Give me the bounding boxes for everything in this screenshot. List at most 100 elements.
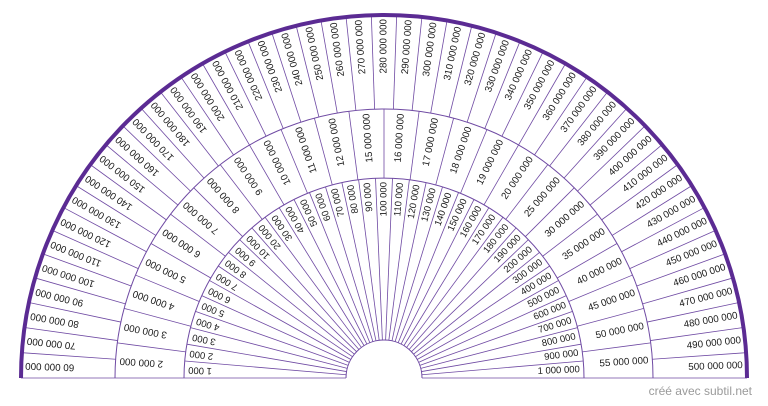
dial-sectors	[21, 15, 747, 378]
outer-ring-label: 270 000 000	[354, 19, 369, 75]
dial-spoke-line	[160, 91, 219, 167]
outer-ring-label: 60 000 000	[24, 360, 74, 373]
outer-ring-label: 290 000 000	[400, 19, 415, 75]
dial-spoke-line	[568, 274, 633, 302]
dial-spoke-line	[239, 239, 357, 352]
dial-spoke-line	[460, 129, 488, 194]
dial-spoke-line	[435, 118, 455, 185]
inner-ring-label: 100 000	[379, 182, 390, 216]
dial-spoke-line	[408, 227, 517, 350]
dial-spoke-line	[249, 144, 285, 205]
dial-spoke-line	[370, 15, 376, 110]
inner-ring-label: 80 000	[345, 184, 361, 215]
dial-spoke-line	[577, 125, 646, 192]
dial-spoke-line	[135, 274, 200, 302]
dial-spoke-line	[34, 277, 126, 305]
dial-spoke-line	[611, 185, 693, 236]
dial-spoke-line	[419, 310, 573, 366]
dial-spoke-line	[42, 253, 132, 287]
dial-spoke-line	[652, 352, 747, 360]
dial-spoke-line	[90, 164, 167, 221]
dial-spoke-line	[392, 15, 398, 110]
dial-spoke-line	[394, 186, 443, 342]
middle-ring-label: 2 000 000	[119, 355, 164, 369]
dial-outer-border	[19, 13, 749, 379]
dial-spoke-line	[416, 280, 559, 360]
dial-spoke-line	[397, 192, 459, 343]
dial-spoke-line	[411, 16, 423, 111]
dial-spoke-line	[24, 327, 118, 341]
dial-spoke-line	[415, 265, 550, 358]
dial-spoke-line	[184, 360, 347, 376]
dial-spoke-line	[345, 16, 357, 111]
inner-ring-label: 3 000	[191, 331, 217, 347]
outer-ring-label: 280 000 000	[379, 18, 390, 73]
middle-ring-label: 16 000 000	[393, 113, 407, 163]
dial-spoke-line	[484, 41, 521, 129]
dial-spoke-line	[534, 76, 588, 156]
dial-spoke-line	[63, 207, 147, 253]
dial-spoke-line	[629, 229, 716, 269]
dial-spoke-line	[582, 342, 651, 353]
dial-spoke-line	[52, 229, 139, 269]
dial-spoke-line	[403, 207, 490, 346]
middle-ring-label: 15 000 000	[361, 113, 375, 163]
dial-spoke-line	[549, 91, 608, 167]
dial-spoke-line	[105, 144, 179, 206]
dial-spoke-line	[577, 307, 644, 327]
dial-spoke-line	[124, 307, 191, 327]
dial-spoke-line	[320, 20, 338, 114]
dial-spoke-line	[122, 125, 191, 192]
dial-spoke-line	[601, 164, 678, 221]
dial-spoke-line	[264, 216, 362, 348]
dial-spoke-line	[228, 252, 355, 355]
dial-spoke-line	[180, 76, 234, 156]
dial-spoke-line	[483, 144, 519, 205]
dial-spoke-line	[589, 144, 663, 206]
ring-boundary-arc	[345, 339, 423, 379]
dial-spoke-line	[280, 129, 308, 194]
dial-spoke-line	[647, 302, 740, 323]
dial-spoke-line	[406, 216, 504, 348]
dial-spoke-line	[293, 199, 368, 345]
dial-spoke-line	[525, 187, 575, 237]
dial-spoke-line	[170, 213, 226, 257]
dial-spoke-line	[557, 243, 618, 279]
dial-spoke-line	[247, 41, 284, 129]
dial-spoke-line	[186, 343, 347, 372]
dial-spoke-line	[209, 280, 352, 360]
dial-spoke-line	[271, 32, 302, 123]
dial-spoke-line	[28, 302, 121, 323]
dial-spoke-line	[21, 352, 116, 360]
dial-spoke-line	[413, 252, 540, 355]
dial-spoke-line	[400, 199, 475, 345]
dial-spoke-line	[117, 342, 186, 353]
dial-spoke-line	[218, 265, 353, 358]
dial-spoke-line	[193, 187, 243, 237]
dial-spoke-line	[358, 179, 380, 341]
dial-spoke-line	[219, 164, 263, 220]
dial-spoke-line	[195, 310, 349, 366]
dial-spoke-line	[621, 207, 705, 253]
dial-spoke-line	[385, 178, 393, 341]
inner-ring-label: 1 000 000	[537, 364, 580, 377]
dial-lines	[19, 13, 749, 379]
dial-spoke-line	[466, 32, 497, 123]
dial-spoke-line	[421, 343, 582, 372]
inner-ring-label: 90 000	[362, 182, 375, 212]
dial-spoke-line	[448, 25, 473, 118]
dial-spoke-line	[430, 20, 448, 114]
dial-spoke-line	[420, 327, 578, 369]
inner-ring-label: 110 000	[392, 182, 406, 216]
dial-spoke-line	[348, 111, 359, 180]
dial-spoke-line	[421, 360, 584, 376]
dial-spoke-line	[642, 277, 734, 305]
dial-spoke-line	[150, 243, 211, 279]
dial-spoke-line	[224, 51, 267, 137]
dial-spoke-line	[278, 207, 365, 346]
dial-spoke-line	[501, 51, 544, 137]
dial-spoke-line	[202, 63, 250, 146]
dial-spoke-line	[409, 111, 420, 180]
dial-spoke-line	[375, 178, 383, 341]
